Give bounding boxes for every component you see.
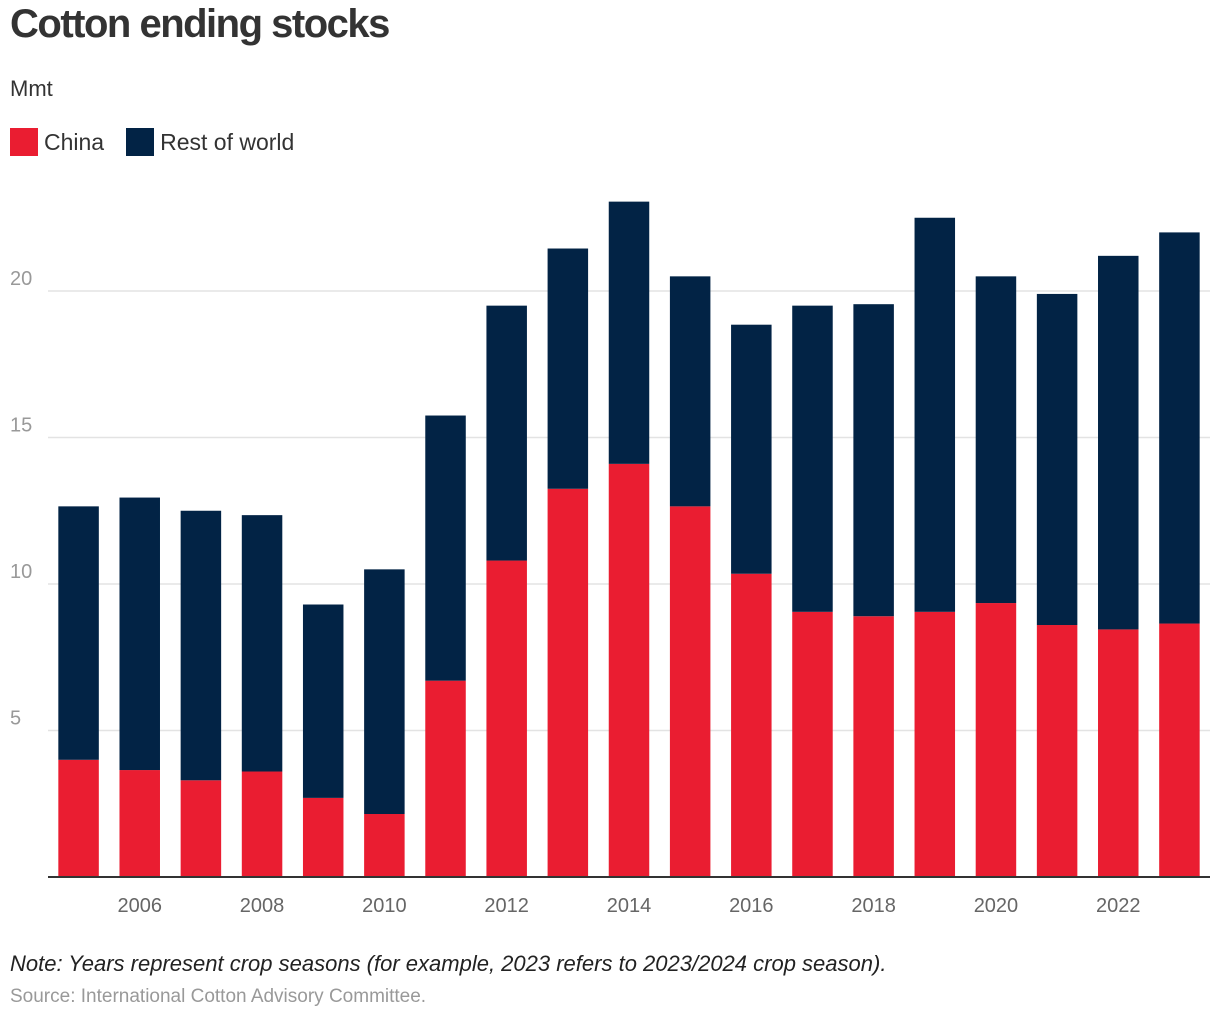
x-tick-label: 2010: [362, 895, 407, 917]
x-tick-label: 2016: [729, 895, 774, 917]
bar-china: [180, 780, 222, 877]
x-tick-label: 2018: [851, 895, 896, 917]
bar-china: [853, 616, 894, 877]
bar-rest-of-world: [1098, 255, 1139, 630]
bar-rest-of-world: [792, 305, 833, 612]
bar-rest-of-world: [853, 304, 894, 617]
bar-rest-of-world: [241, 515, 283, 772]
bar-china: [486, 560, 527, 877]
legend-label-rest-of-world: Rest of world: [160, 128, 295, 155]
bar-rest-of-world: [608, 201, 650, 464]
bar-rest-of-world: [669, 276, 711, 507]
chart-source: Source: International Cotton Advisory Co…: [10, 986, 427, 1007]
x-tick-label: 2008: [240, 895, 285, 917]
chart-note: Note: Years represent crop seasons (for …: [10, 951, 887, 976]
bar-rest-of-world: [119, 497, 160, 771]
bar-rest-of-world: [1159, 232, 1200, 624]
y-tick-label: 10: [10, 561, 32, 583]
bar-china: [547, 488, 589, 877]
bar-rest-of-world: [425, 415, 466, 681]
legend-item-rest-of-world: Rest of world: [126, 128, 294, 156]
bar-rest-of-world: [731, 324, 772, 574]
y-tick-label: 5: [10, 708, 21, 730]
bar-rest-of-world: [364, 569, 405, 815]
bar-rest-of-world: [180, 510, 222, 781]
bar-china: [1036, 625, 1078, 877]
chart-unit-label: Mmt: [10, 76, 53, 101]
bar-rest-of-world: [547, 248, 589, 489]
bar-china: [1159, 623, 1200, 877]
bar-rest-of-world: [58, 506, 99, 760]
x-tick-label: 2014: [607, 895, 652, 917]
legend-swatch-rest-of-world: [126, 128, 155, 156]
bar-rest-of-world: [914, 217, 956, 612]
y-tick-label: 20: [10, 268, 32, 290]
stacked-bar-chart: 5 10 15 20 2006 2008 2010 2012 2014 2016 2018 2020 2…: [10, 201, 1210, 917]
bar-china: [364, 814, 405, 877]
x-tick-label: 2020: [974, 895, 1019, 917]
x-tick-label: 2022: [1096, 895, 1141, 917]
bar-china: [119, 770, 160, 877]
x-tick-label: 2012: [484, 895, 529, 917]
bar-china: [669, 506, 711, 877]
bar-china: [792, 611, 833, 877]
bar-china: [58, 759, 99, 877]
bar-china: [1098, 629, 1139, 877]
legend-item-china: China: [10, 128, 104, 156]
bar-china: [425, 680, 466, 877]
bar-rest-of-world: [975, 276, 1017, 604]
bar-china: [975, 603, 1017, 877]
bar-china: [914, 611, 956, 877]
bar-china: [302, 797, 344, 877]
bar-rest-of-world: [486, 305, 527, 561]
legend: China Rest of world: [10, 128, 316, 156]
y-tick-label: 15: [10, 415, 32, 437]
legend-swatch-china: [10, 128, 38, 156]
bar-china: [731, 573, 772, 877]
bar-rest-of-world: [1036, 293, 1078, 626]
x-tick-label: 2006: [117, 895, 162, 917]
legend-label-china: China: [44, 128, 105, 155]
chart-title: Cotton ending stocks: [10, 2, 390, 46]
bar-rest-of-world: [302, 604, 344, 798]
bar-china: [241, 771, 283, 877]
bar-china: [608, 463, 650, 877]
